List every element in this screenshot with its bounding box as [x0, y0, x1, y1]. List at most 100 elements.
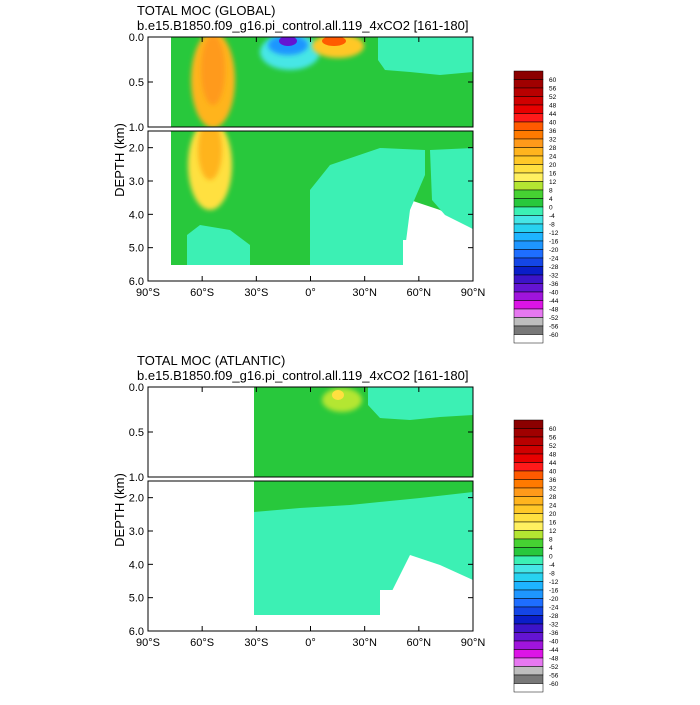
colorbar-label: 4 [549, 545, 553, 552]
depth-tick-label: 2.0 [129, 493, 144, 505]
lat-tick-label: 90°N [461, 287, 486, 299]
lat-tick-label: 30°S [244, 287, 268, 299]
colorbar-label: 16 [549, 171, 557, 178]
atlantic-axes: 0.0 0.5 1.0 2.0 3.0 4.0 5.0 6.090°S 60°S 30°S 0° 30… [129, 382, 486, 649]
colorbar-swatch [513, 215, 544, 225]
colorbar-label: 20 [549, 162, 557, 169]
colorbar-swatch [513, 564, 544, 574]
colorbar-label: -20 [549, 596, 559, 603]
colorbar-label: -56 [549, 673, 559, 680]
colorbar-swatch [513, 223, 544, 233]
colorbar-label: 24 [549, 154, 557, 161]
colorbar-label: -28 [549, 613, 559, 620]
colorbar-swatch [513, 606, 544, 616]
colorbar-label: -20 [549, 247, 559, 254]
global-lower-southern-core [198, 131, 222, 180]
colorbar-label: 36 [549, 128, 557, 135]
depth-tick-label: 6.0 [129, 626, 144, 638]
colorbar-swatch [513, 257, 544, 267]
colorbar-label: 48 [549, 103, 557, 110]
colorbar-swatch [513, 155, 544, 165]
colorbar-swatch [513, 198, 544, 208]
colorbar-label: -60 [549, 681, 559, 688]
lat-tick-label: 30°N [352, 637, 377, 649]
global-upper-positive-core [322, 37, 346, 46]
colorbar-label: 52 [549, 443, 557, 450]
colorbar-swatch [513, 436, 544, 446]
global-upper-field [171, 37, 473, 127]
colorbar-label: 0 [549, 554, 553, 561]
colorbar-swatch [513, 274, 544, 284]
lat-tick-label: 60°N [407, 287, 432, 299]
global-subtitle: b.e15.B1850.f09_g16.pi_control.all.119_4… [137, 18, 469, 33]
colorbar-swatch [513, 291, 544, 301]
colorbar-label: 28 [549, 145, 557, 152]
colorbar-swatch [513, 487, 544, 497]
atlantic-lower-north-mask [380, 590, 473, 631]
colorbar-swatch [513, 249, 544, 259]
colorbar-label: -52 [549, 315, 559, 322]
atlantic-upper-negative-north [368, 387, 473, 420]
colorbar-swatch [513, 453, 544, 463]
atlantic-title: TOTAL MOC (ATLANTIC) [137, 353, 285, 368]
colorbar-label: -32 [549, 273, 559, 280]
colorbar-label: -48 [549, 307, 559, 314]
colorbar-swatch [513, 172, 544, 182]
colorbar-swatch [513, 623, 544, 633]
colorbar-swatch [513, 649, 544, 659]
colorbar-label: -44 [549, 647, 559, 654]
depth-tick-label: 1.0 [129, 472, 144, 484]
global-lower-north-mask [403, 240, 473, 281]
colorbar-label: -40 [549, 290, 559, 297]
colorbar-swatch [513, 572, 544, 582]
colorbar-label: 28 [549, 494, 557, 501]
depth-tick-label: 0.0 [129, 32, 144, 44]
colorbar-swatch [513, 589, 544, 599]
colorbar-swatch [513, 240, 544, 250]
colorbar-label: -32 [549, 622, 559, 629]
colorbar-swatch [513, 325, 544, 335]
global-lower-bottom-mask [171, 265, 473, 281]
colorbar-label: 40 [549, 469, 557, 476]
colorbar-swatch [513, 547, 544, 557]
colorbar-swatch [513, 538, 544, 548]
atlantic-upper-cell [322, 388, 362, 412]
colorbar-swatch [513, 87, 544, 97]
global-upper-negative-north [378, 37, 473, 75]
colorbar-label: 52 [549, 94, 557, 101]
colorbar-swatch [513, 189, 544, 199]
depth-tick-label: 3.0 [129, 526, 144, 538]
colorbar-label: -8 [549, 571, 555, 578]
colorbar-label: 12 [549, 528, 557, 535]
colorbar-swatch [513, 530, 544, 540]
global-lower-south-mask [148, 131, 171, 281]
colorbar-swatch [513, 504, 544, 514]
colorbar-swatch [513, 428, 544, 438]
colorbar-swatch [513, 113, 544, 123]
colorbar-swatch [513, 462, 544, 472]
atlantic-lower-base [254, 481, 473, 615]
colorbar-swatch [513, 496, 544, 506]
colorbar-label: 8 [549, 537, 553, 544]
colorbar-label: -36 [549, 281, 559, 288]
global-upper-southern-core [201, 37, 225, 105]
colorbar-label: -16 [549, 588, 559, 595]
global-upper-negative-core [279, 37, 297, 46]
atlantic-lower-field [254, 481, 473, 631]
colorbar-label: -4 [549, 213, 555, 220]
lat-tick-label: 60°S [190, 637, 214, 649]
colorbar-label: -24 [549, 256, 559, 263]
colorbar-swatch [513, 640, 544, 650]
colorbar-label: -36 [549, 630, 559, 637]
lat-tick-label: 0° [305, 637, 316, 649]
colorbar-label: 16 [549, 520, 557, 527]
colorbar-swatch [513, 479, 544, 489]
colorbar-swatch [513, 657, 544, 667]
lat-tick-label: 30°S [244, 637, 268, 649]
depth-tick-label: 6.0 [129, 276, 144, 288]
colorbar-label: 32 [549, 137, 557, 144]
colorbar-swatch [513, 683, 544, 693]
colorbar-swatch [513, 79, 544, 89]
lat-tick-label: 90°S [136, 637, 160, 649]
